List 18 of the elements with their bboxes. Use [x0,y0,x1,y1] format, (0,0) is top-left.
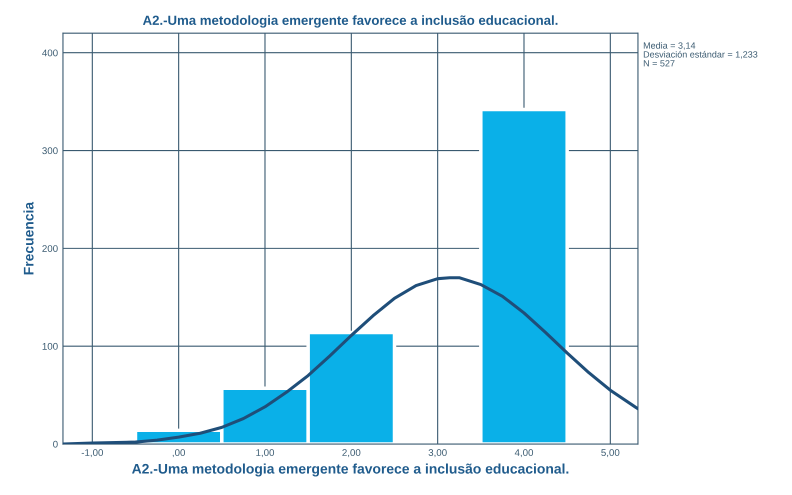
y-tick-label: 400 [42,49,58,56]
y-axis-title: Frecuencia [23,202,34,274]
x-tick-label: -1,00 [82,449,104,458]
y-tick-label: 200 [42,245,58,252]
y-tick-label: 300 [42,147,58,154]
chart-title: A2.-Uma metodologia emergente favorece a inclusão educacional. [142,15,558,28]
text: Desviación estándar = 1,233 [644,50,758,59]
text: N = 527 [644,60,675,67]
x-axis-title: A2.-Uma metodologia emergente favorece a inclusão educacional. [132,463,568,476]
x-tick-label: 1,00 [256,449,274,458]
y-tick-label: 100 [42,342,58,350]
x-tick-label: 5,00 [601,449,620,458]
y-tick-label: 0 [53,440,58,448]
x-tick-label: 3,00 [428,449,447,458]
x-tick-label: 2,00 [342,449,360,458]
text: Media = 3,14 [644,42,696,50]
x-tick-label: 4,00 [514,449,534,458]
x-tick-label: ,00 [172,449,186,458]
